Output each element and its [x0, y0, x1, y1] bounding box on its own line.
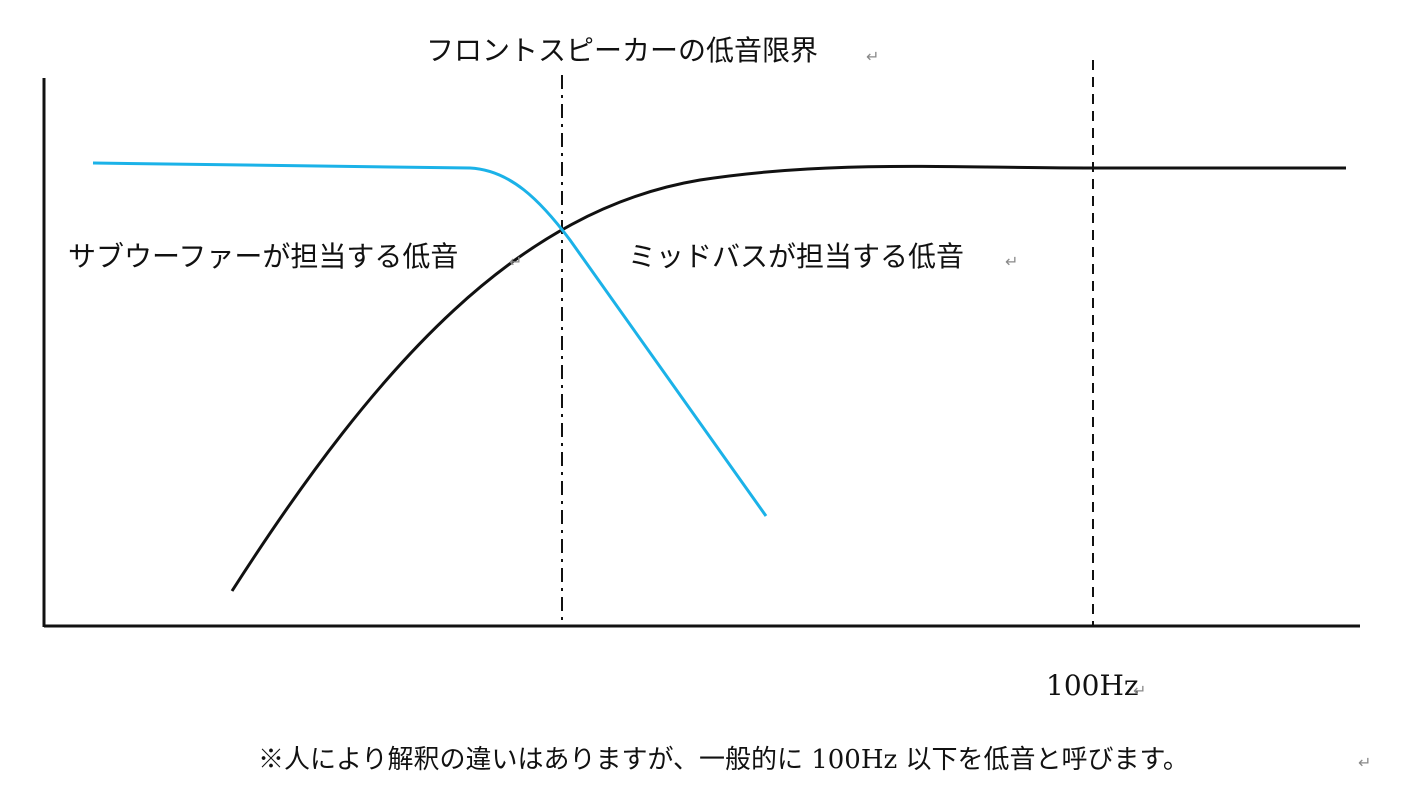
frequency-marker-label: 100Hz [1046, 669, 1139, 702]
paragraph-mark: ↵ [1005, 252, 1018, 271]
paragraph-mark: ↵ [866, 47, 879, 66]
subwoofer-response-curve [92, 161, 768, 517]
front-speaker-limit-label: フロントスピーカーの低音限界 [426, 34, 818, 67]
paragraph-mark: ↵ [1133, 681, 1146, 700]
midbass-response-curve [230, 164, 1346, 592]
paragraph-mark: ↵ [509, 252, 522, 271]
subwoofer-range-label: サブウーファーが担当する低音 [68, 240, 458, 273]
footnote-text: ※人により解釈の違いはありますが、一般的に 100Hz 以下を低音と呼びます。 [258, 745, 1189, 775]
midbass-range-label: ミッドバスが担当する低音 [628, 240, 964, 273]
paragraph-mark: ↵ [1358, 753, 1371, 772]
